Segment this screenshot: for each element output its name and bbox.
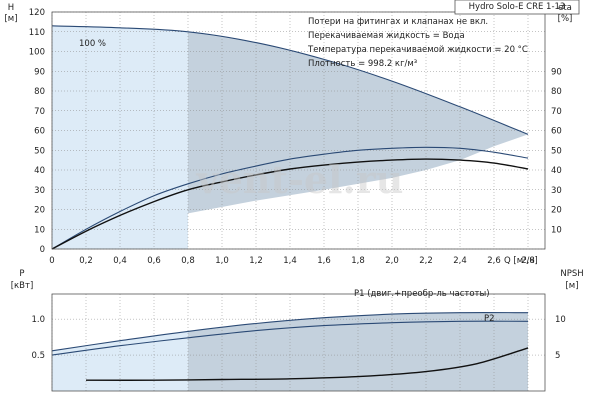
- y-left-label-bottom-unit: [кВт]: [11, 281, 34, 291]
- series-label-100-percent: 100 %: [79, 39, 106, 49]
- x-tick-label: 1,6: [317, 256, 331, 266]
- y-left-tick-label: 70: [34, 107, 45, 117]
- model-title-box: [454, 0, 580, 15]
- y-left-tick-label: 10: [34, 225, 45, 235]
- x-tick-label: 0: [49, 256, 54, 266]
- y-right-tick-label: 60: [551, 127, 562, 137]
- y-left-tick-label: 20: [34, 206, 45, 216]
- power-curve-p2: [51, 320, 529, 356]
- efficiency-curve-total: [51, 158, 529, 250]
- y-right-tick-label: 80: [551, 87, 562, 97]
- y-left-label-top-unit: [м]: [4, 14, 17, 24]
- x-tick-label: 2,4: [453, 256, 467, 266]
- y-right-tick-label: 20: [551, 206, 562, 216]
- npsh-curve: [85, 347, 529, 381]
- note-liquid: Перекачиваемая жидкость = Вода: [308, 31, 465, 41]
- watermark: vent-el.ru: [196, 157, 404, 202]
- x-tick-label: 0,2: [79, 256, 93, 266]
- y-left-tick-label: 100: [29, 48, 45, 58]
- y-left-label-bottom-name: P: [19, 269, 24, 279]
- note-losses: Потери на фитингах и клапанах не вкл.: [308, 17, 488, 27]
- y-left-tick-label: 50: [34, 146, 45, 156]
- efficiency-curve-pump: [51, 146, 529, 250]
- y-right-tick-label: 70: [551, 107, 562, 117]
- x-tick-label: 0,6: [147, 256, 161, 266]
- bottom-y-right-tick-label: 5: [555, 351, 560, 361]
- y-right-label-top-unit: [%]: [558, 14, 573, 24]
- y-left-tick-label: 60: [34, 127, 45, 137]
- y-left-tick-label: 80: [34, 87, 45, 97]
- series-label-p2: P2: [484, 314, 495, 324]
- x-tick-label: 2,6: [487, 256, 501, 266]
- bottom-y-left-tick-label: 0.5: [31, 351, 45, 361]
- note-temperature: Температура перекачиваемой жидкости = 20…: [307, 45, 528, 55]
- x-tick-label: 0,4: [113, 256, 127, 266]
- power-curve-p1: [51, 312, 529, 352]
- x-axis-label: Q [м³/ч]: [504, 256, 538, 266]
- y-left-tick-label: 110: [29, 28, 45, 38]
- note-density: Плотность = 998.2 кг/м³: [308, 59, 417, 69]
- y-right-tick-label: 50: [551, 146, 562, 156]
- y-left-label-top-name: H: [8, 3, 14, 13]
- bottom-y-left-tick-label: 1.0: [31, 315, 45, 325]
- x-tick-label: 1,8: [351, 256, 365, 266]
- head-curve-100-percent: [51, 25, 529, 135]
- y-right-label-top-name: eta: [558, 3, 572, 13]
- bottom-light-region: [52, 331, 188, 391]
- y-right-label-bottom-unit: [м]: [565, 281, 578, 291]
- y-right-tick-label: 30: [551, 186, 562, 196]
- y-left-tick-label: 40: [34, 166, 45, 176]
- y-left-tick-label: 120: [29, 8, 45, 18]
- y-right-tick-label: 40: [551, 166, 562, 176]
- x-tick-label: 0,8: [181, 256, 195, 266]
- x-tick-label: 1,2: [249, 256, 263, 266]
- bottom-plot-frame: [51, 293, 546, 392]
- top-plot-frame: [51, 11, 546, 250]
- series-label-p1: P1 (двиг.+преобр-ль частоты): [354, 289, 490, 299]
- x-tick-label: 1,0: [215, 256, 229, 266]
- y-right-tick-label: 90: [551, 67, 562, 77]
- y-left-tick-label: 30: [34, 186, 45, 196]
- bottom-y-right-tick-label: 10: [555, 315, 566, 325]
- y-left-tick-label: 90: [34, 67, 45, 77]
- y-right-tick-label: 10: [551, 225, 562, 235]
- y-right-label-bottom-name: NPSH: [560, 269, 583, 279]
- y-left-tick-label: 0: [40, 245, 45, 255]
- x-tick-label: 2,2: [419, 256, 433, 266]
- x-tick-label: 2,8: [521, 256, 535, 266]
- x-tick-label: 1,4: [283, 256, 297, 266]
- x-tick-label: 2,0: [385, 256, 399, 266]
- pump-model-title: Hydro Solo-E CRE 1-13: [469, 2, 566, 12]
